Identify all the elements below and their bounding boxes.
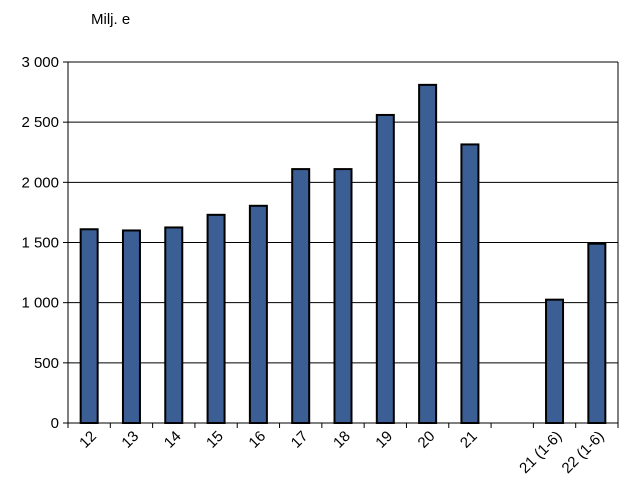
axes — [63, 61, 619, 428]
y-tick-label: 500 — [34, 355, 59, 372]
y-tick-label: 2 500 — [21, 114, 59, 131]
bar — [121, 229, 141, 424]
y-unit-label: Milj. e — [91, 11, 130, 28]
x-tick-label: 22 (1-6) — [559, 428, 608, 477]
y-tick-labels: 0 500 1 000 1 500 2 000 2 500 3 000 — [21, 54, 59, 432]
x-tick-labels: 12 13 14 15 16 17 18 19 20 21 21 (1-6)22 (1-6) — [76, 428, 608, 477]
x-tick-label: 20 — [415, 428, 439, 452]
x-tick-label: 12 — [76, 428, 100, 452]
x-tick-label: 21 (1-6) — [516, 428, 565, 477]
x-tick-label: 15 — [203, 428, 227, 452]
bar — [248, 204, 268, 424]
x-tick-label: 16 — [245, 428, 269, 452]
bar — [418, 83, 438, 424]
bar — [587, 242, 607, 424]
y-tick-label: 0 — [51, 415, 59, 432]
bar — [333, 168, 353, 424]
y-tick-label: 1 000 — [21, 295, 59, 312]
y-tick-label: 2 000 — [21, 174, 59, 191]
x-tick-label: 13 — [118, 428, 142, 452]
x-tick-label: 18 — [330, 428, 354, 452]
bar — [206, 213, 226, 424]
bar — [164, 226, 184, 424]
bars — [79, 83, 607, 425]
x-tick-label: 21 — [457, 428, 481, 452]
bar — [460, 143, 480, 424]
x-tick-label: 14 — [161, 428, 185, 452]
x-tick-label: 17 — [288, 428, 312, 452]
x-tick-label: 19 — [372, 428, 396, 452]
y-tick-label: 1 500 — [21, 235, 59, 252]
bar — [375, 113, 395, 425]
bar — [545, 298, 565, 424]
bar — [79, 228, 99, 424]
y-tick-label: 3 000 — [21, 54, 59, 71]
bar — [291, 168, 311, 424]
